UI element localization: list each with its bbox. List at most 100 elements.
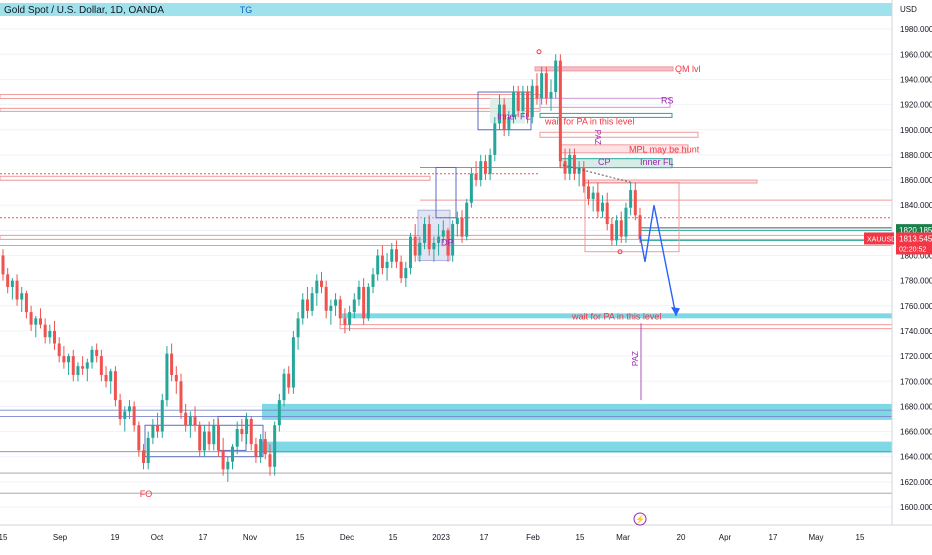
price-tick-label: 1600.000 [900,503,932,512]
candle-body [95,349,99,357]
candle [413,224,417,262]
candle [427,215,431,256]
price-tag-green-label: 1820.185 [899,226,932,235]
symbol-tag [864,232,894,245]
cp-label: CP [598,157,611,167]
candle-body [99,356,103,375]
candle [455,211,459,237]
candle [366,283,370,321]
candle-body [404,268,408,279]
candle-body [170,353,174,375]
candle [469,167,473,208]
candle-body [113,371,117,401]
candle [160,393,164,438]
candle [352,293,356,319]
candle-body [502,104,506,130]
candle-body [315,280,319,294]
candle [137,421,141,457]
candle-body [29,312,33,325]
candle [596,182,600,218]
candle [273,421,277,476]
candle-body [146,437,150,463]
candle [437,224,441,256]
candle [479,154,483,187]
candle [502,98,506,137]
candle-body [268,454,272,467]
candle [558,54,562,168]
pa-zone-1752 [342,313,892,319]
candle [315,274,319,306]
candle [118,393,122,426]
candle [540,66,544,105]
candle [71,349,75,382]
candle [207,421,211,451]
candle [320,271,323,294]
candle-body [296,318,300,338]
candle-body [231,446,235,462]
candle-body [85,362,89,369]
candle [188,411,192,438]
price-tick-label: 1740.000 [900,327,932,336]
candle-body [629,190,633,208]
candle-body [329,305,333,311]
candle [34,315,38,338]
candle-body [277,400,281,426]
candle-body [615,220,619,241]
time-tick-label: Dec [340,533,354,542]
price-tag-red [896,232,932,255]
candle [483,154,487,181]
candle [296,312,300,350]
price-tick-label: 1880.000 [900,151,932,160]
candle [521,85,525,118]
candle [179,373,183,419]
candle [146,431,150,470]
candle-body [324,286,328,311]
candle [53,320,57,350]
price-tick-label: 1920.000 [900,101,932,110]
candle [231,444,235,470]
candle-body [142,450,146,463]
candle-body [202,431,206,451]
candle-body [399,261,403,279]
time-tick-label: Sep [53,533,68,542]
candle-body [418,242,422,256]
candle [404,261,408,287]
candle [184,403,188,432]
candle-body [15,280,19,300]
time-tick-label: Apr [719,533,732,542]
qm-lvl-label: QM lvl [675,64,701,74]
candle [151,418,155,445]
demand-zone-1646 [262,441,892,453]
candle [380,245,384,275]
inner-fl-right-label: Inner FL [640,157,674,167]
candle [493,117,497,162]
candle-body [62,356,66,363]
candle [582,161,586,193]
swing-high-marker [536,49,542,55]
symbol-tag-label: XAUUSD [867,236,896,243]
qm-zone [534,66,674,72]
time-tick-label: 17 [199,533,208,542]
candle [460,210,464,243]
price-tick-label: 1720.000 [900,352,932,361]
price-axis-background [892,0,932,550]
candle-body [530,85,534,118]
candle-body [493,123,497,155]
time-tick-label: Feb [526,533,540,542]
candle [526,85,530,124]
candle [507,110,511,137]
price-tick-label: 1860.000 [900,176,932,185]
candle [193,406,197,432]
time-tick-label: 15 [576,533,585,542]
candle-body [221,450,225,470]
candle-body [446,230,450,256]
candle [259,434,263,463]
range-box [584,182,680,253]
candle [423,217,427,250]
candle-body [568,154,572,174]
candle [277,393,281,432]
candle-body [577,167,581,174]
